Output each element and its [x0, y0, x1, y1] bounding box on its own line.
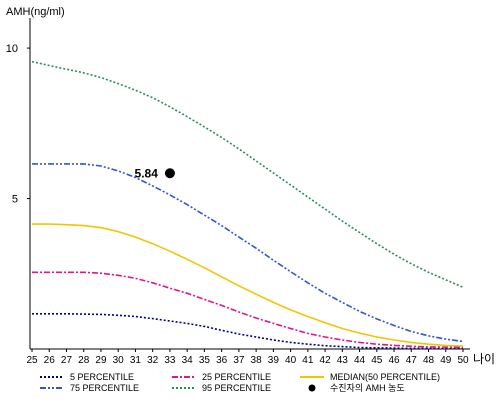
- legend-marker-dot: [308, 384, 316, 392]
- series-line-p5: [32, 313, 463, 350]
- x-tick-label: 29: [95, 355, 107, 366]
- x-tick-label: 49: [440, 355, 452, 366]
- x-tick-label: 41: [302, 355, 314, 366]
- x-tick-label: 44: [354, 355, 366, 366]
- y-ticks: 5 10: [6, 43, 30, 206]
- x-tick-label: 42: [320, 355, 332, 366]
- patient-amh-value-label: 5.84: [135, 166, 159, 180]
- patient-amh-point: [164, 168, 175, 179]
- x-tick-label: 35: [199, 355, 211, 366]
- x-tick-label: 37: [233, 355, 245, 366]
- x-tick-label: 50: [457, 355, 469, 366]
- x-tick-label: 32: [147, 355, 159, 366]
- x-tick-label: 40: [285, 355, 297, 366]
- legend-label-marker: 수진자의 AMH 농도: [330, 383, 405, 393]
- marker-layer: 5.84: [135, 166, 175, 180]
- legend-label-median: MEDIAN(50 PERCENTILE): [330, 372, 440, 382]
- x-tick-label: 46: [388, 355, 400, 366]
- x-tick-label: 34: [182, 355, 194, 366]
- x-tick-label: 26: [44, 355, 56, 366]
- x-tick-label: 28: [78, 355, 90, 366]
- x-tick-label: 36: [216, 355, 228, 366]
- x-tick-label: 39: [268, 355, 280, 366]
- x-tick-label: 27: [61, 355, 73, 366]
- x-tick-label: 45: [371, 355, 383, 366]
- x-tick-label: 30: [113, 355, 125, 366]
- series-line-median: [32, 223, 464, 347]
- legend-label-p25: 25 PERCENTILE: [202, 372, 271, 382]
- x-tick-label: 47: [406, 355, 418, 366]
- x-tick-label: 33: [164, 355, 176, 366]
- legend: 5 PERCENTILE 25 PERCENTILE MEDIAN(50 PERCE…: [40, 372, 440, 393]
- x-ticks: 25 26 27 28 29 30 31 32 33 34 35 36 37 38 39 40 41 42 43 44…: [26, 349, 469, 366]
- x-tick-label: 31: [130, 355, 142, 366]
- series-layer: [31, 60, 464, 350]
- series-line-p75: [32, 163, 464, 343]
- x-axis-title: 나이: [473, 352, 495, 366]
- x-tick-label: 38: [251, 355, 263, 366]
- x-tick-label: 43: [337, 355, 349, 366]
- y-axis-title: AMH(ng/ml): [6, 6, 65, 18]
- x-tick-label: 48: [423, 355, 435, 366]
- series-line-p95: [31, 60, 464, 289]
- y-tick-label: 10: [6, 43, 18, 55]
- legend-label-p5: 5 PERCENTILE: [70, 372, 134, 382]
- legend-label-p75: 75 PERCENTILE: [70, 383, 139, 393]
- legend-label-p95: 95 PERCENTILE: [202, 383, 271, 393]
- series-line-p25: [32, 271, 464, 349]
- x-tick-label: 25: [26, 355, 38, 366]
- y-tick-label: 5: [12, 194, 18, 206]
